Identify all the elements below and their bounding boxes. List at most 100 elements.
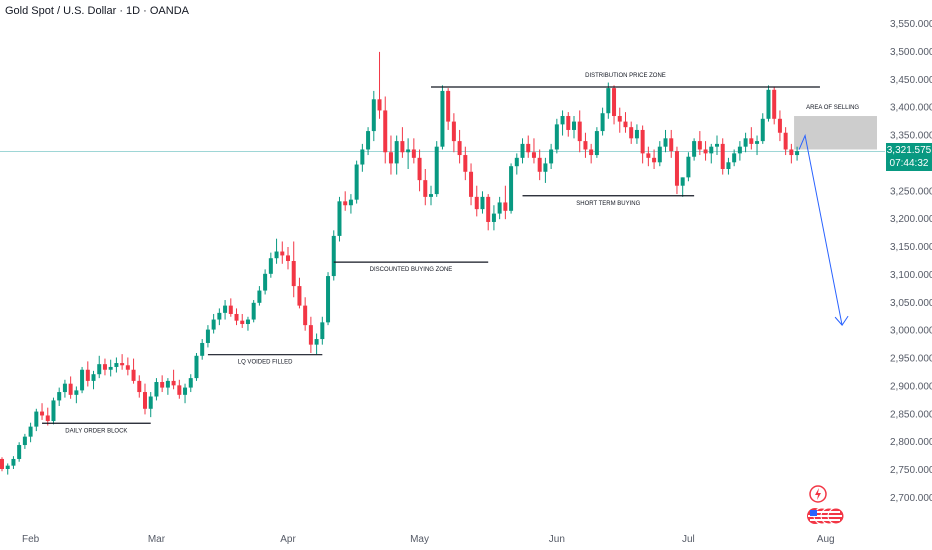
candle[interactable] xyxy=(600,107,605,136)
candle[interactable] xyxy=(331,230,336,281)
candle[interactable] xyxy=(245,316,250,331)
candle[interactable] xyxy=(663,129,668,153)
candle[interactable] xyxy=(360,143,365,172)
candle[interactable] xyxy=(257,286,262,306)
candle[interactable] xyxy=(308,316,313,354)
candle[interactable] xyxy=(314,333,319,355)
candle[interactable] xyxy=(732,149,737,167)
candle[interactable] xyxy=(640,125,645,164)
candle[interactable] xyxy=(22,433,27,449)
candle[interactable] xyxy=(394,135,399,175)
candle[interactable] xyxy=(354,160,359,204)
candle[interactable] xyxy=(612,85,617,125)
candle[interactable] xyxy=(286,247,290,270)
candle[interactable] xyxy=(74,386,79,404)
candle[interactable] xyxy=(303,297,308,331)
candle[interactable] xyxy=(371,90,376,142)
candle[interactable] xyxy=(343,191,348,211)
candle[interactable] xyxy=(177,379,182,399)
candle[interactable] xyxy=(434,141,439,197)
candle[interactable] xyxy=(62,379,67,398)
candle[interactable] xyxy=(17,442,22,462)
candle[interactable] xyxy=(183,383,188,404)
candle[interactable] xyxy=(143,383,147,415)
candle[interactable] xyxy=(102,358,107,376)
candle[interactable] xyxy=(463,146,468,181)
candle[interactable] xyxy=(554,118,559,154)
candle[interactable] xyxy=(469,163,474,206)
candle[interactable] xyxy=(400,127,405,158)
candle[interactable] xyxy=(486,194,491,231)
candle[interactable] xyxy=(411,138,416,164)
candle[interactable] xyxy=(234,308,239,326)
candle[interactable] xyxy=(446,88,451,130)
candle[interactable] xyxy=(715,135,719,156)
candle[interactable] xyxy=(223,300,228,320)
candle[interactable] xyxy=(589,143,594,164)
candle[interactable] xyxy=(634,124,639,144)
candle[interactable] xyxy=(165,378,170,395)
candle[interactable] xyxy=(737,141,742,161)
candle[interactable] xyxy=(720,138,725,175)
candle[interactable] xyxy=(783,127,788,156)
candle[interactable] xyxy=(543,157,548,183)
candle[interactable] xyxy=(606,82,611,119)
candle[interactable] xyxy=(451,113,456,153)
candle[interactable] xyxy=(337,196,342,242)
us-flag-icon[interactable] xyxy=(807,507,845,525)
candle[interactable] xyxy=(377,51,382,119)
candle[interactable] xyxy=(274,238,279,264)
candle[interactable] xyxy=(497,196,502,220)
candle[interactable] xyxy=(45,407,50,426)
candle[interactable] xyxy=(320,316,325,345)
candle[interactable] xyxy=(749,127,754,150)
candle[interactable] xyxy=(703,141,708,161)
candle[interactable] xyxy=(772,86,777,125)
candle[interactable] xyxy=(795,146,800,161)
candle[interactable] xyxy=(674,146,679,195)
candle[interactable] xyxy=(120,354,125,370)
candle[interactable] xyxy=(388,135,393,175)
candle[interactable] xyxy=(5,463,10,475)
candle[interactable] xyxy=(617,107,622,133)
candle[interactable] xyxy=(743,132,748,153)
candle[interactable] xyxy=(652,149,657,169)
candle[interactable] xyxy=(228,298,233,317)
candle[interactable] xyxy=(160,375,165,393)
candle[interactable] xyxy=(755,135,760,156)
candle[interactable] xyxy=(623,112,628,133)
candle[interactable] xyxy=(211,313,216,334)
candle[interactable] xyxy=(726,157,731,175)
candle[interactable] xyxy=(669,129,674,158)
candle[interactable] xyxy=(171,369,176,390)
candle[interactable] xyxy=(240,313,245,328)
candle[interactable] xyxy=(200,339,205,360)
candle[interactable] xyxy=(194,353,199,381)
candle[interactable] xyxy=(577,110,582,153)
candle[interactable] xyxy=(34,408,39,432)
candle[interactable] xyxy=(457,129,462,164)
candle[interactable] xyxy=(514,153,519,175)
candle[interactable] xyxy=(40,403,45,420)
candle[interactable] xyxy=(366,127,371,156)
candle[interactable] xyxy=(91,370,96,390)
candle[interactable] xyxy=(114,357,119,373)
candle[interactable] xyxy=(509,163,514,214)
candle[interactable] xyxy=(777,110,782,142)
candle[interactable] xyxy=(474,185,479,217)
candle[interactable] xyxy=(572,116,576,139)
candle[interactable] xyxy=(326,272,331,326)
candle[interactable] xyxy=(789,143,794,164)
candle[interactable] xyxy=(760,113,765,144)
candle[interactable] xyxy=(520,138,525,164)
candle[interactable] xyxy=(583,132,588,158)
flash-icon[interactable] xyxy=(809,485,827,503)
candle[interactable] xyxy=(57,387,62,406)
candle[interactable] xyxy=(68,376,73,399)
candle[interactable] xyxy=(217,308,222,326)
candle[interactable] xyxy=(263,269,268,295)
candle[interactable] xyxy=(697,131,702,156)
candle[interactable] xyxy=(657,141,662,167)
candle[interactable] xyxy=(11,456,16,470)
